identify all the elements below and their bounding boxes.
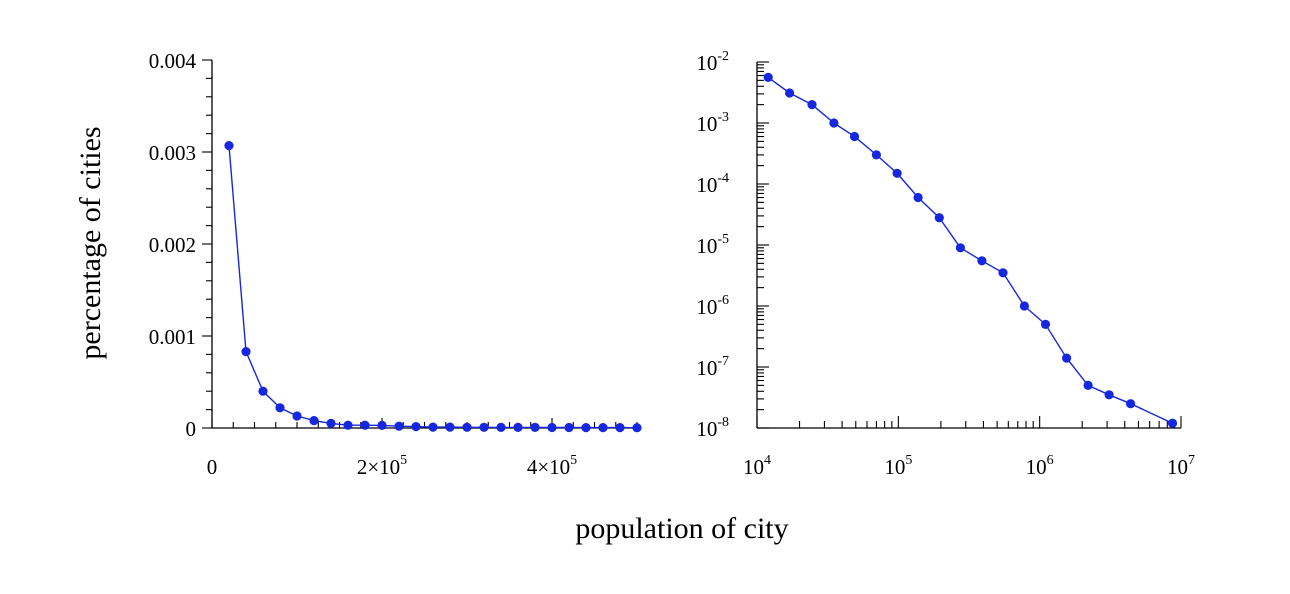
y-tick-label: 10-3 — [696, 110, 729, 136]
data-point — [224, 141, 234, 151]
data-point — [1126, 399, 1136, 409]
series-line — [228, 145, 638, 429]
data-point — [445, 422, 455, 432]
data-point — [1040, 319, 1051, 329]
x-axis-title: population of city — [575, 512, 788, 545]
x-tick-label: 104 — [743, 453, 771, 479]
data-point — [1167, 418, 1178, 428]
data-point — [241, 347, 251, 357]
log-plot-panel: 104 105 106 107 10-8 10-7 10-6 10-5 10-4 10-3 10-2 — [696, 49, 1195, 479]
data-point — [829, 118, 839, 128]
data-point — [394, 421, 404, 431]
data-point — [807, 100, 817, 110]
data-point — [934, 213, 944, 223]
y-tick-label: 0.003 — [149, 141, 196, 165]
data-point — [892, 168, 902, 178]
y-tick-label: 10-4 — [696, 171, 729, 197]
data-point — [849, 131, 860, 142]
data-point — [1083, 380, 1093, 390]
data-point — [309, 416, 319, 426]
x-tick-label: 4×105 — [527, 453, 577, 479]
data-point — [513, 422, 523, 432]
data-point — [632, 423, 642, 433]
x-tick-label: 107 — [1167, 453, 1195, 479]
y-tick-label: 10-8 — [696, 415, 729, 441]
data-point — [1104, 390, 1114, 400]
data-point — [871, 150, 882, 160]
linear-plot-panel: 0 2×105 4×105 0 0.001 0.002 0.003 0.004 — [149, 49, 642, 479]
x-tick-label: 0 — [207, 455, 218, 479]
y-tick-label: 0.001 — [149, 325, 196, 349]
data-point — [581, 423, 591, 433]
data-point — [615, 423, 625, 433]
data-point — [360, 420, 370, 430]
data-point — [1062, 353, 1072, 363]
x-tick-label: 2×105 — [357, 453, 407, 479]
data-point — [564, 422, 574, 433]
data-point — [785, 88, 795, 98]
data-point — [377, 420, 387, 430]
data-point — [292, 411, 302, 421]
data-point — [496, 422, 506, 432]
data-point — [479, 422, 489, 432]
data-point — [547, 422, 557, 433]
y-tick-label: 10-6 — [696, 293, 729, 319]
data-point — [326, 418, 336, 428]
y-tick-label: 0 — [186, 417, 197, 441]
y-tick-label: 0.002 — [149, 233, 196, 257]
data-point — [977, 256, 987, 266]
y-tick-label: 10-2 — [696, 49, 729, 75]
data-point — [1019, 301, 1029, 311]
data-point — [998, 268, 1008, 278]
y-tick-label: 0.004 — [149, 49, 197, 73]
data-point — [955, 243, 966, 253]
data-point — [411, 422, 421, 432]
data-point — [462, 422, 472, 432]
data-point — [763, 72, 773, 82]
data-point — [428, 422, 438, 432]
x-tick-label: 105 — [884, 453, 912, 479]
data-point — [343, 420, 353, 430]
data-point — [530, 422, 540, 432]
y-axis-title: percentage of cities — [74, 126, 107, 359]
y-tick-label: 10-5 — [696, 232, 729, 258]
data-point — [275, 403, 285, 413]
data-point — [258, 386, 268, 396]
y-tick-label: 10-7 — [696, 354, 729, 380]
data-point — [598, 423, 608, 433]
series-line — [767, 76, 1173, 424]
x-tick-label: 106 — [1026, 453, 1054, 479]
data-point — [913, 192, 923, 203]
